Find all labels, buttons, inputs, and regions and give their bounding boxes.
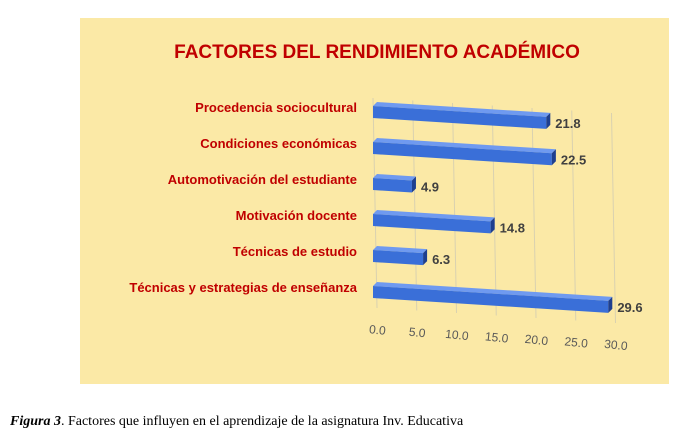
x-tick-label: 20.0 <box>524 332 549 348</box>
category-label: Motivación docente <box>236 208 357 223</box>
bars <box>373 102 613 313</box>
bar-top <box>373 174 416 181</box>
bar <box>373 250 424 266</box>
gridline <box>412 100 418 311</box>
category-label: Técnicas de estudio <box>233 244 357 259</box>
data-label: 22.5 <box>561 152 586 167</box>
category-label: Condiciones económicas <box>200 136 357 151</box>
x-tick-label: 10.0 <box>445 327 470 343</box>
gridline <box>611 113 616 324</box>
data-label: 6.3 <box>432 252 450 267</box>
gridline <box>372 97 378 309</box>
bar-top <box>373 102 551 117</box>
x-tick-label: 25.0 <box>564 334 589 350</box>
gridlines <box>372 97 616 324</box>
figure-caption-text: . Factores que influyen en el aprendizaj… <box>60 414 464 429</box>
x-tick-label: 15.0 <box>484 329 509 345</box>
bar-top <box>373 282 613 301</box>
x-tick-label: 5.0 <box>408 325 426 341</box>
figure-caption: Figura 3. Factores que influyen en el ap… <box>10 414 463 430</box>
data-label: 29.6 <box>617 300 642 315</box>
bar <box>373 286 609 313</box>
gridline <box>452 102 457 314</box>
figure-label: Figura 3 <box>10 414 61 429</box>
bar-end <box>411 176 416 193</box>
x-tick-label: 30.0 <box>604 337 629 353</box>
value-labels: 21.8 22.5 4.9 14.8 6.3 29.6 <box>421 116 643 315</box>
bar <box>373 178 412 193</box>
data-label: 21.8 <box>555 116 580 131</box>
data-label: 14.8 <box>500 220 525 235</box>
gridline <box>491 105 497 316</box>
gridline <box>531 108 537 319</box>
x-axis-ticks: 0.0 5.0 10.0 15.0 20.0 25.0 30.0 <box>368 322 628 353</box>
bar-end <box>546 112 551 129</box>
chart-panel: FACTORES DEL RENDIMIENTO ACADÉMICO Proce… <box>80 18 669 384</box>
bar-top <box>373 210 495 222</box>
category-label: Procedencia sociocultural <box>195 100 357 115</box>
bar <box>373 106 547 129</box>
category-label: Técnicas y estrategias de enseñanza <box>129 280 357 295</box>
bar <box>373 214 491 234</box>
bar-top <box>373 138 556 154</box>
bar-end <box>423 249 428 266</box>
bar-top <box>373 246 428 254</box>
category-labels: Procedencia sociocultural Condiciones eco… <box>129 100 357 295</box>
bar <box>373 142 552 166</box>
bar-chart: FACTORES DEL RENDIMIENTO ACADÉMICO Proce… <box>129 41 643 353</box>
chart-title: FACTORES DEL RENDIMIENTO ACADÉMICO <box>174 41 580 63</box>
category-label: Automotivación del estudiante <box>168 172 357 187</box>
bar-end <box>551 149 556 166</box>
data-label: 4.9 <box>421 179 439 194</box>
bar-end <box>490 217 495 234</box>
bar-end <box>608 296 613 313</box>
gridline <box>571 110 577 321</box>
x-tick-label: 0.0 <box>368 322 386 338</box>
